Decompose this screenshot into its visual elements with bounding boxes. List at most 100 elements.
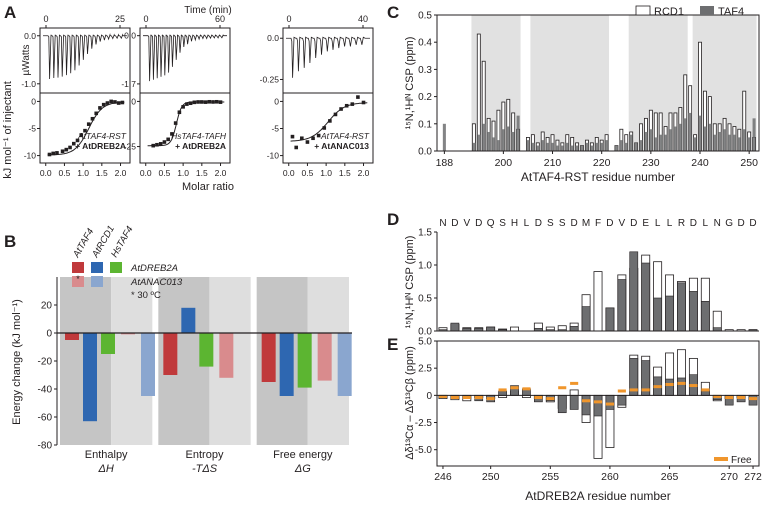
csp-bar-taf4 (546, 142, 550, 151)
itc-data-point (116, 101, 121, 105)
sequence-letter: H (511, 218, 518, 229)
itc-data-point (64, 147, 69, 152)
csp-bar-taf4 (590, 145, 594, 151)
csp-bar-taf4 (580, 145, 584, 151)
y-tick-label: -5.0 (415, 445, 433, 456)
csp-bar-taf4 (644, 131, 648, 151)
bottom-y-tick-label: -5 (28, 124, 36, 134)
itc-data-point (207, 99, 212, 104)
csp-bar-taf4 (595, 142, 599, 151)
x-tick-label: 265 (661, 471, 679, 483)
csp-bar-taf4 (617, 279, 627, 332)
y-tick-label: 0 (46, 329, 52, 340)
csp-bar-taf4 (442, 123, 446, 151)
csp-bar-taf4 (506, 126, 510, 151)
panel-label-d: D (387, 210, 399, 229)
energy-bar (83, 333, 97, 422)
itc-data-point (170, 132, 174, 136)
bottom-y-tick-label: -5 (271, 124, 279, 134)
csp-bar-taf4 (624, 142, 628, 151)
shift-free-marker (582, 399, 591, 403)
molar-ratio-tick-label: 1.5 (96, 168, 108, 178)
shift-free-marker (713, 394, 722, 398)
shift-bar-taf4 (569, 395, 579, 410)
energy-bar (199, 333, 214, 367)
csp-bar-taf4 (482, 123, 486, 151)
legend-swatch-taf4 (700, 6, 714, 15)
shift-free-marker (486, 397, 495, 401)
csp-bar-taf4 (698, 115, 702, 151)
legend-swatch (72, 276, 84, 287)
sequence-letter: D (630, 218, 637, 229)
itc-data-point (120, 100, 125, 105)
time-tick-label: 40 (358, 14, 368, 24)
energy-bar (181, 307, 196, 333)
y-tick-label: 0.0 (418, 147, 432, 158)
shift-bar-taf4 (581, 395, 591, 416)
sequence-letter: F (595, 218, 601, 229)
legend-label-free: Free (731, 455, 752, 466)
group-symbol: ΔG (294, 463, 311, 475)
sequence-letter: S (559, 218, 566, 229)
sequence-letter: V (463, 218, 470, 229)
csp-bar-taf4 (605, 307, 615, 332)
itc-data-point (305, 140, 310, 144)
time-tick-label: 0 (43, 14, 48, 24)
shift-bar-taf4 (557, 395, 567, 414)
csp-bar-taf4 (541, 140, 545, 151)
csp-bar-taf4 (605, 140, 609, 151)
sequence-letter: M (582, 218, 590, 229)
y-tick-label: -20 (38, 357, 53, 368)
shift-free-marker (474, 396, 483, 400)
csp-bar-taf4 (747, 137, 751, 151)
itc-data-point (98, 106, 102, 110)
energy-bar (101, 333, 115, 354)
shift-free-marker (641, 388, 650, 392)
csp-bar-taf4 (737, 137, 741, 151)
csp-bar-taf4 (492, 137, 496, 151)
itc-data-point (339, 107, 343, 111)
sequence-letter: L (655, 218, 661, 229)
itc-data-point (196, 100, 200, 104)
shift-free-marker (546, 397, 555, 401)
csp-bar-taf4 (708, 123, 712, 151)
thermogram-trace (143, 34, 227, 82)
itc-subpanel-3: 0 400.0-0.250-5-100.0 0.5 1.0 1.5 2.0AtTAF4-R… (260, 14, 374, 178)
itc-data-point (344, 103, 349, 108)
shift-free-marker (534, 396, 543, 400)
molar-ratio-tick-label: 2.0 (358, 168, 370, 178)
shift-free-marker (737, 396, 746, 400)
csp-bar-taf4 (531, 142, 535, 151)
shift-free-marker (438, 394, 448, 398)
sequence-letter: G (725, 218, 733, 229)
x-tick-label: 272 (744, 471, 762, 483)
time-tick-label: 60 (215, 14, 225, 24)
itc-data-point (328, 119, 332, 123)
shift-free-marker (558, 386, 567, 390)
y-tick-label: 0.2 (418, 92, 432, 103)
shift-free-marker (629, 388, 638, 392)
plot-frame (436, 340, 760, 467)
csp-bar-taf4 (511, 131, 515, 151)
bottom-y-tick-label: -10 (267, 151, 280, 161)
csp-bar-taf4 (664, 134, 668, 151)
itc-data-point (151, 143, 156, 148)
itc-data-point (158, 142, 163, 146)
csp-bar-taf4 (718, 131, 722, 151)
itc-data-point (109, 99, 113, 104)
energy-bar (219, 333, 234, 378)
itc-data-point (316, 133, 321, 138)
y-tick-label: 0.1 (418, 119, 432, 130)
group-label: Entropy (186, 449, 224, 461)
legend-swatch (110, 262, 122, 273)
csp-bar-taf4 (673, 126, 677, 151)
energy-bar (337, 333, 352, 396)
legend-label-taf4: TAF4 (718, 6, 744, 18)
x-axis-label: AtDREB2A residue number (525, 489, 670, 503)
panel-a-itc: Time (min) Molar ratio µWatts kJ mol⁻¹ of i… (2, 5, 374, 193)
sequence-letter: N (439, 218, 446, 229)
y-tick-label: 0.5 (418, 11, 432, 22)
shift-free-marker (593, 400, 603, 404)
molar-ratio-tick-label: 1.5 (196, 168, 208, 178)
shift-bar-taf4 (617, 395, 627, 406)
